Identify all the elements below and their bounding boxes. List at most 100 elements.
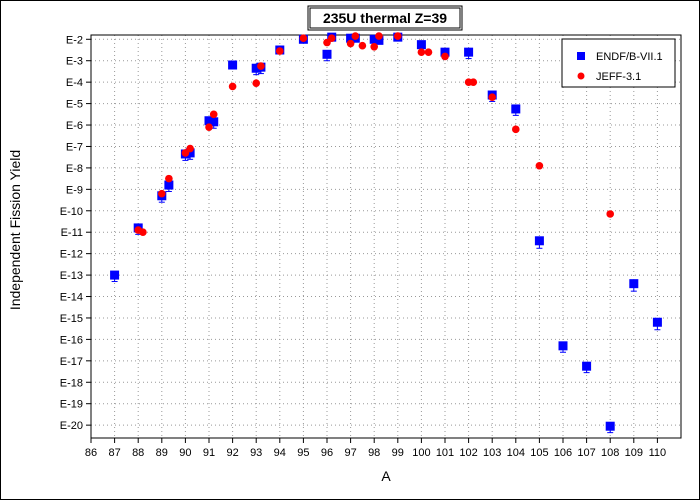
x-tick-label: 104	[507, 447, 525, 459]
endf-point	[558, 341, 568, 351]
y-tick-label: E-8	[66, 163, 83, 175]
x-tick-label: 105	[530, 447, 548, 459]
x-tick-label: 110	[649, 447, 667, 459]
jeff-point	[358, 41, 367, 50]
jeff-point	[606, 210, 614, 218]
y-tick-label: E-13	[60, 270, 83, 282]
jeff-point	[205, 123, 213, 131]
jeff-point	[139, 228, 147, 237]
endf-point	[251, 63, 261, 73]
jeff-point	[441, 52, 449, 61]
jeff-point	[165, 174, 173, 183]
endf-point	[511, 104, 521, 114]
x-axis-title: A	[381, 468, 391, 484]
y-tick-label: E-6	[66, 120, 83, 132]
y-tick-label: E-16	[60, 334, 83, 346]
jeff-point	[346, 39, 355, 48]
jeff-point	[158, 189, 166, 198]
x-tick-label: 99	[392, 447, 404, 459]
x-tick-label: 93	[250, 447, 262, 459]
jeff-point	[228, 82, 237, 91]
x-tick-label: 109	[625, 447, 643, 459]
y-tick-label: E-9	[66, 184, 83, 196]
x-tick-label: 107	[577, 447, 595, 459]
endf-point	[369, 34, 379, 44]
jeff-point	[351, 32, 360, 40]
jeff-point	[327, 34, 336, 43]
endf-point	[605, 421, 615, 431]
endf-point	[322, 49, 332, 59]
x-tick-label: 103	[483, 447, 501, 459]
chart-title: 235U thermal Z=39	[323, 10, 447, 26]
endf-point	[110, 270, 120, 280]
endf-point	[440, 47, 450, 57]
legend-label: JEFF-3.1	[596, 71, 641, 83]
x-tick-label: 106	[554, 447, 572, 459]
endf-point	[228, 60, 238, 70]
y-tick-label: E-12	[60, 249, 83, 261]
y-axis-ticks: E-2 E-3 E-4 E-5 E-6 E-7 E-8 E-9 E-10 E-11 E-12 E-13…	[60, 34, 91, 432]
x-tick-label: 98	[368, 447, 380, 459]
legend: ENDF/B-VII.1 JEFF-3.1	[561, 38, 676, 88]
endf-point	[209, 117, 219, 127]
legend-label: ENDF/B-VII.1	[596, 51, 663, 63]
y-tick-label: E-11	[61, 227, 83, 239]
jeff-point	[469, 78, 478, 86]
x-tick-label: 86	[85, 447, 97, 459]
x-tick-label: 91	[203, 447, 215, 459]
legend-swatch-jeff	[577, 72, 585, 80]
y-tick-label: E-18	[60, 377, 83, 389]
y-tick-label: E-15	[60, 313, 83, 325]
y-axis-title: Independent Fission Yield	[7, 150, 23, 310]
x-axis-ticks: 86 87 88 89 90 91 92 93 94 95 96 97 98 99 100 101 102 103…	[85, 438, 666, 459]
legend-swatch-endf	[577, 52, 585, 60]
x-tick-label: 87	[108, 447, 120, 459]
jeff-point	[299, 34, 308, 43]
jeff-point	[424, 48, 433, 56]
jeff-point	[488, 93, 497, 101]
jeff-point	[257, 62, 265, 70]
x-tick-label: 90	[179, 447, 191, 459]
plot-area	[90, 34, 682, 439]
endf-point	[464, 47, 474, 57]
x-tick-label: 102	[459, 447, 477, 459]
x-tick-label: 89	[156, 447, 168, 459]
x-tick-label: 92	[226, 447, 238, 459]
jeff-point	[276, 47, 284, 55]
x-tick-label: 94	[274, 447, 286, 459]
y-tick-label: E-5	[66, 99, 83, 111]
y-tick-label: E-3	[66, 56, 83, 68]
x-tick-label: 96	[321, 447, 333, 459]
grid-lines	[90, 35, 681, 438]
y-tick-label: E-10	[60, 206, 83, 218]
y-tick-label: E-19	[60, 399, 83, 411]
jeff-point	[394, 32, 402, 40]
endf-point	[534, 236, 544, 246]
jeff-point	[375, 32, 383, 40]
chart-title-box: 235U thermal Z=39	[307, 5, 463, 31]
endf-point	[374, 35, 384, 45]
endf-point	[346, 33, 356, 43]
y-tick-label: E-17	[60, 356, 83, 368]
endf-point	[582, 361, 592, 371]
endf-point	[185, 148, 195, 158]
x-tick-label: 108	[601, 447, 619, 459]
y-tick-label: E-14	[60, 292, 83, 304]
data-marks	[110, 32, 662, 431]
jeff-point	[512, 125, 520, 134]
y-tick-label: E-2	[66, 34, 83, 46]
x-tick-label: 101	[436, 447, 454, 459]
endf-point	[652, 317, 662, 327]
jeff-point	[252, 79, 260, 88]
y-tick-label: E-7	[66, 141, 83, 153]
endf-point	[416, 40, 426, 50]
x-tick-label: 95	[297, 447, 309, 459]
error-bars	[111, 37, 661, 434]
jeff-point	[535, 161, 544, 170]
x-tick-label: 97	[344, 447, 356, 459]
endf-point	[164, 180, 174, 190]
jeff-point	[186, 144, 194, 153]
endf-point	[629, 279, 639, 289]
endf-point	[204, 116, 214, 126]
x-tick-label: 88	[132, 447, 144, 459]
